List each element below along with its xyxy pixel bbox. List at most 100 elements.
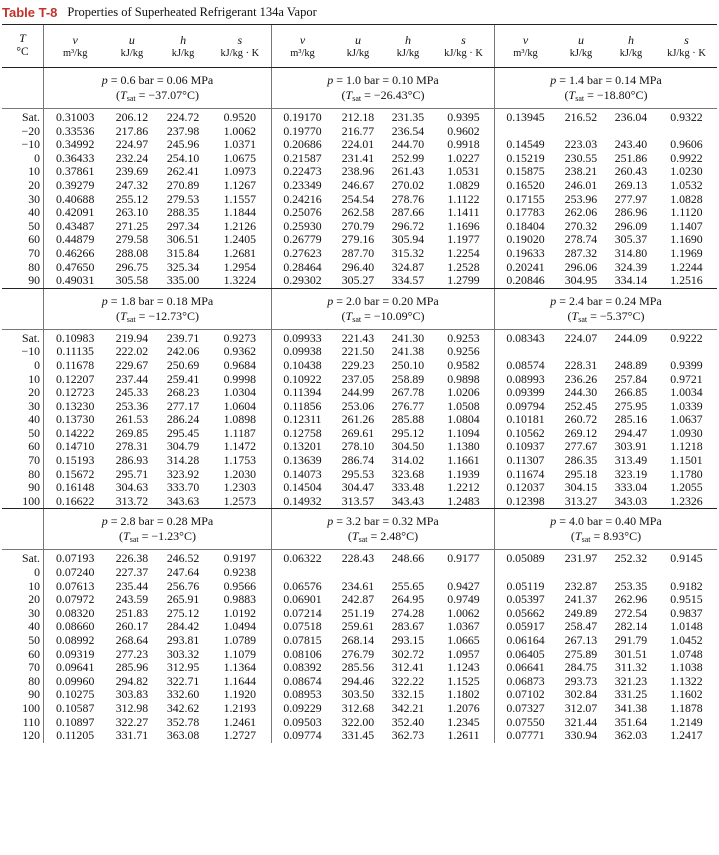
temperature-value: Sat. (21, 551, 40, 566)
table-cell: 232.24 (115, 150, 149, 165)
temperature-value: 30 (28, 605, 40, 620)
table-cell: 0.23349 (283, 177, 322, 192)
table-cell: 232.87 (564, 578, 598, 593)
table-cell: 256.76 (166, 578, 200, 593)
table-cell: 1.2244 (670, 259, 703, 274)
table-cell: 0.10181 (506, 412, 545, 427)
table-cell: 1.1501 (670, 453, 703, 468)
table-cell: 1.0304 (223, 385, 257, 400)
table-cell: 0.09319 (56, 646, 95, 661)
temperature-value: 40 (28, 619, 40, 634)
tsat-symbol: T (351, 529, 359, 544)
pressure-header-row: p = 0.6 bar = 0.06 MPa (Tsat = −37.07°C) p… (2, 68, 717, 108)
table-cell: 1.1038 (670, 660, 703, 675)
property-symbol: h (180, 32, 187, 47)
table-cell: 262.96 (614, 592, 648, 607)
temperature-value: 70 (28, 453, 40, 468)
table-cell: 254.54 (341, 191, 375, 206)
table-cell: 0.27623 (283, 245, 322, 260)
table-cell: 1.1690 (670, 232, 703, 247)
temperature-value: 20 (28, 592, 40, 607)
temperature-column: Sat. 0 10 20 30 40 50 60 70 80 90 100 110 120 (2, 550, 43, 742)
table-cell: 216.77 (341, 123, 375, 138)
pressure-block-data: 0.31003 0.33536 0.34992 0.36433 0.37861 0.392… (43, 109, 271, 288)
table-cell: 1.0227 (447, 150, 480, 165)
property-symbol: s (237, 32, 243, 47)
table-cell (606, 345, 656, 359)
table-cell: 275.12 (166, 605, 200, 620)
table-cell: 0.9998 (223, 371, 257, 386)
table-cell: 278.10 (341, 439, 375, 454)
tsat-symbol: T (574, 529, 582, 544)
specific-volume-column: 0.05089 0.05119 0.05397 0.05662 0.05917 0.061… (495, 552, 556, 742)
temperature-value: 60 (28, 232, 40, 247)
table-cell (656, 345, 717, 359)
table-cell: 235.44 (115, 578, 149, 593)
table-cell: 1.1525 (447, 673, 480, 688)
table-cell: 1.1407 (670, 218, 703, 233)
temperature-value: 100 (22, 700, 40, 715)
table-cell: 333.48 (391, 480, 425, 495)
table-cell: 1.1557 (223, 191, 257, 206)
table-cell: 258.89 (391, 371, 425, 386)
table-cell: 362.03 (614, 728, 648, 743)
temperature-value: 110 (22, 714, 40, 729)
table-cell: 0.15672 (56, 466, 95, 481)
table-cell: 261.26 (341, 412, 375, 427)
table-cell: 0.12723 (56, 385, 95, 400)
table-cell: 0.9145 (670, 551, 703, 566)
table-cell: 0.43487 (56, 218, 95, 233)
table-cell: 1.0973 (223, 164, 257, 179)
table-cell: 315.32 (391, 245, 425, 260)
table-cell: 0.15219 (506, 150, 545, 165)
table-cell: 216.52 (564, 110, 598, 124)
table-cell: 1.1780 (670, 466, 703, 481)
table-cell: 244.70 (391, 137, 425, 152)
saturation-temperature: (Tsat = 8.93°C) (570, 529, 642, 545)
table-cell: 297.34 (166, 218, 200, 233)
table-cell: 304.47 (341, 480, 375, 495)
table-cell: 231.97 (564, 551, 598, 566)
table-cell: 286.93 (115, 453, 149, 468)
table-cell: 0.13639 (283, 453, 322, 468)
table-cell: 322.00 (341, 714, 375, 729)
table-cell: 334.57 (391, 273, 425, 288)
table-cell: 238.21 (564, 164, 598, 179)
table-cell: 261.53 (115, 412, 149, 427)
table-cell: 242.06 (166, 344, 200, 359)
table-cell: 295.53 (341, 466, 375, 481)
table-cell: 0.07518 (283, 619, 322, 634)
table-cell: 0.15875 (506, 164, 545, 179)
table-cell: 219.94 (115, 330, 149, 345)
table-cell: 268.14 (341, 633, 375, 647)
table-cell: 1.2799 (447, 273, 480, 288)
pressure-value: p = 1.4 bar = 0.14 MPa (550, 73, 662, 87)
table-cell: 312.98 (115, 700, 149, 715)
pressure-label: p = 3.2 bar = 0.32 MPa (Tsat = 2.48°C) (271, 509, 494, 550)
table-cell: 0.9322 (670, 110, 703, 124)
entropy-column: 0.9322 0.9606 0.9922 1.0230 1.0532 1.0828 1.11… (656, 110, 717, 288)
table-cell: 0.05662 (506, 605, 545, 620)
table-cell: 1.2303 (223, 480, 257, 495)
tsat-subscript: sat (352, 94, 362, 103)
table-cell: 0.10562 (506, 425, 545, 440)
table-cell: 282.14 (614, 619, 648, 634)
temperature-value: 50 (28, 425, 40, 440)
table-cell: 0.19020 (506, 232, 545, 247)
table-cell: 1.0494 (223, 619, 257, 634)
pressure-symbol: p (550, 293, 557, 308)
table-cell: 0.13201 (283, 439, 322, 454)
pressure-label: p = 1.0 bar = 0.10 MPa (Tsat = −26.43°C) (271, 68, 494, 108)
pressure-label: p = 4.0 bar = 0.40 MPa (Tsat = 8.93°C) (494, 509, 717, 550)
internal-energy-column: 221.43 221.50 229.23 237.05 244.99 253.06 261.… (333, 331, 383, 509)
pressure-label: p = 1.4 bar = 0.14 MPa (Tsat = −18.80°C) (494, 68, 717, 108)
table-cell: 224.97 (115, 137, 149, 152)
table-cell: 0.11674 (506, 466, 545, 481)
property-symbol: h (628, 32, 634, 47)
table-cell: 0.09960 (56, 673, 95, 688)
column-header: T °C v u h s m³/kg kJ/kg kJ/kg kJ/kg · K v u h s m³/… (2, 25, 717, 67)
table-cell: 285.96 (115, 660, 149, 675)
temperature-column: Sat. −20 −10 0 10 20 30 40 50 60 70 80 90 (2, 109, 43, 288)
entropy-column: 0.9222 0.9399 0.9721 1.0034 1.0339 1.0637 1.09… (656, 331, 717, 509)
table-cell: 295.45 (166, 425, 200, 440)
